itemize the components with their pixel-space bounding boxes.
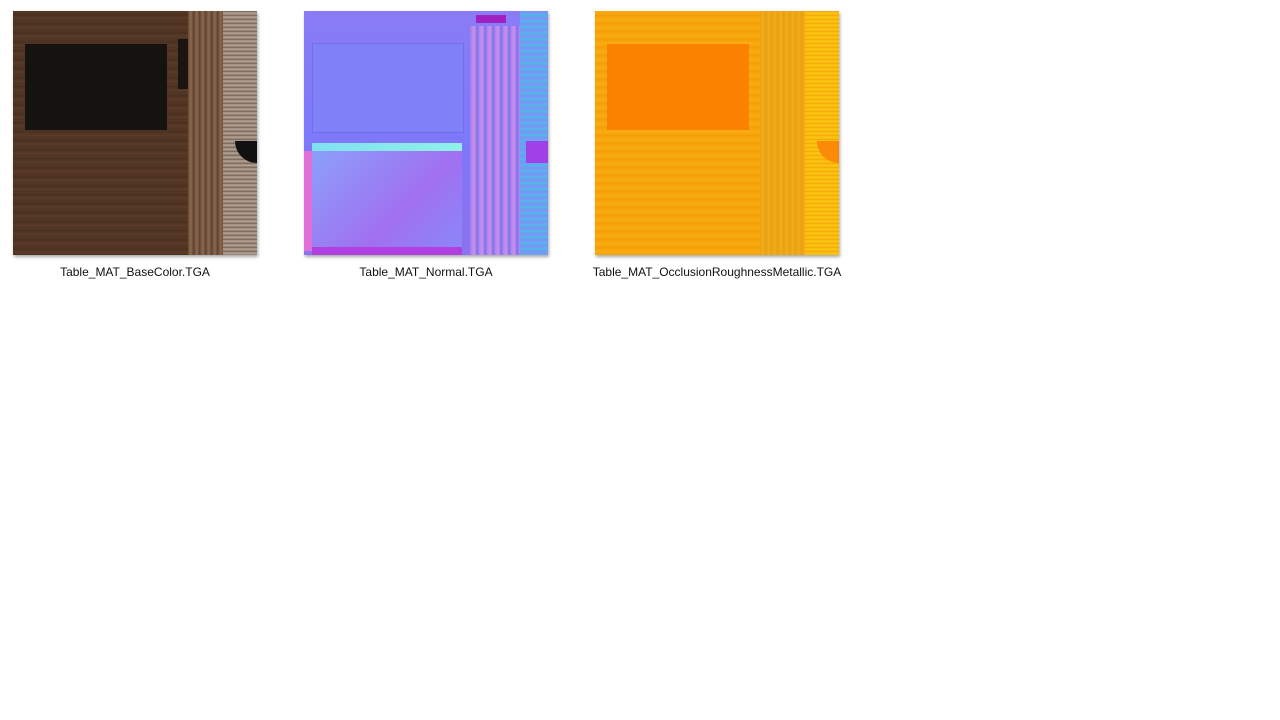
file-name: Table_MAT_Normal.TGA: [359, 265, 493, 279]
thumbnail-base-color[interactable]: [13, 11, 257, 255]
file-name: Table_MAT_OcclusionRoughnessMetallic.TGA: [592, 265, 842, 279]
thumbnail-normal[interactable]: [304, 11, 548, 255]
file-name: Table_MAT_BaseColor.TGA: [60, 265, 210, 279]
thumbnail-orm[interactable]: [595, 11, 839, 255]
